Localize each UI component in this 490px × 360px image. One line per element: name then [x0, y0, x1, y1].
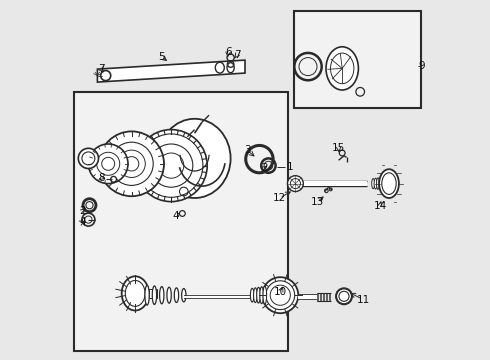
Text: 5: 5	[158, 51, 165, 62]
Ellipse shape	[174, 288, 179, 302]
Ellipse shape	[122, 276, 148, 310]
Text: 8: 8	[98, 173, 105, 183]
Text: 7: 7	[234, 50, 241, 60]
Bar	[149, 289, 157, 298]
Text: 15: 15	[332, 143, 345, 153]
Ellipse shape	[227, 63, 234, 73]
Text: 7: 7	[98, 64, 104, 74]
Text: 14: 14	[373, 201, 387, 211]
Ellipse shape	[159, 119, 231, 198]
Polygon shape	[98, 60, 245, 82]
Circle shape	[78, 148, 98, 168]
Text: 6: 6	[225, 47, 231, 57]
Ellipse shape	[263, 286, 267, 304]
Ellipse shape	[374, 178, 377, 189]
Ellipse shape	[250, 288, 254, 302]
Ellipse shape	[376, 178, 379, 189]
Text: 11: 11	[356, 294, 369, 305]
Ellipse shape	[160, 287, 164, 304]
Bar	[184, 296, 252, 298]
Text: 4: 4	[79, 217, 86, 227]
Ellipse shape	[257, 287, 260, 303]
Ellipse shape	[260, 287, 264, 304]
Ellipse shape	[253, 288, 257, 302]
Ellipse shape	[379, 177, 382, 190]
Ellipse shape	[167, 287, 171, 303]
Ellipse shape	[182, 289, 186, 302]
Text: 2: 2	[261, 163, 268, 173]
Text: 3: 3	[244, 145, 251, 156]
Circle shape	[135, 130, 207, 202]
Ellipse shape	[152, 286, 157, 305]
Text: 1: 1	[286, 162, 293, 172]
Text: 2: 2	[79, 206, 86, 216]
Ellipse shape	[145, 285, 149, 305]
Text: 13: 13	[310, 197, 323, 207]
Ellipse shape	[262, 277, 298, 313]
Bar	[74, 92, 288, 351]
Bar	[298, 295, 317, 299]
Text: 9: 9	[418, 60, 425, 71]
Text: 12: 12	[273, 193, 286, 203]
Circle shape	[99, 131, 164, 196]
Ellipse shape	[379, 169, 399, 198]
Ellipse shape	[215, 62, 224, 73]
Ellipse shape	[326, 47, 358, 90]
Bar	[294, 11, 421, 108]
Circle shape	[288, 176, 303, 192]
Circle shape	[336, 288, 352, 304]
Bar	[292, 181, 368, 186]
Ellipse shape	[372, 179, 374, 189]
Text: 10: 10	[274, 287, 287, 297]
Circle shape	[88, 144, 128, 184]
Text: 4: 4	[172, 211, 179, 221]
